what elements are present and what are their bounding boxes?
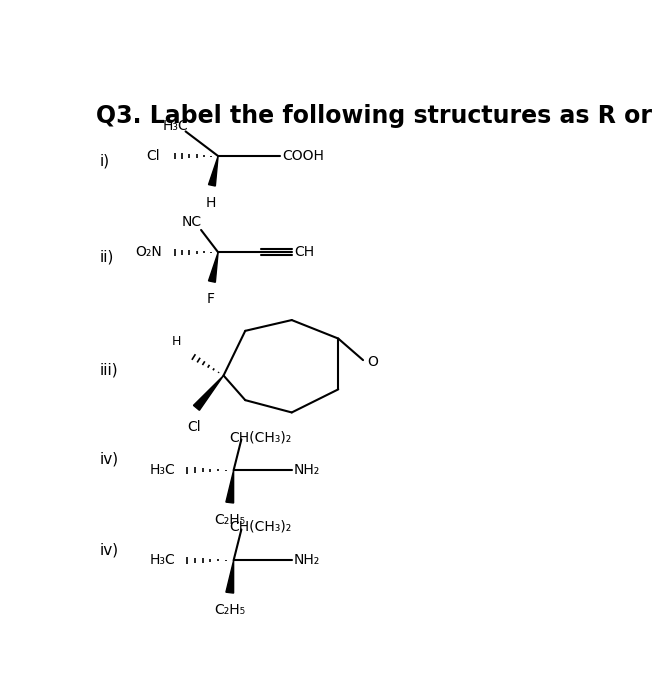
Text: O: O bbox=[367, 355, 378, 370]
Text: ii): ii) bbox=[100, 250, 114, 264]
Polygon shape bbox=[226, 560, 234, 593]
Text: H: H bbox=[172, 335, 181, 348]
Text: O₂N: O₂N bbox=[135, 245, 162, 259]
Text: CH(CH₃)₂: CH(CH₃)₂ bbox=[230, 519, 292, 534]
Text: i): i) bbox=[100, 153, 110, 168]
Text: H₃C: H₃C bbox=[150, 553, 176, 567]
Polygon shape bbox=[209, 156, 218, 186]
Text: CH: CH bbox=[294, 245, 314, 259]
Polygon shape bbox=[209, 252, 218, 282]
Text: NH₂: NH₂ bbox=[294, 463, 320, 477]
Text: C₂H₅: C₂H₅ bbox=[214, 603, 246, 618]
Text: H: H bbox=[205, 196, 216, 210]
Text: Q3. Label the following structures as R or S: Q3. Label the following structures as R … bbox=[96, 104, 660, 128]
Text: H₃C: H₃C bbox=[162, 119, 188, 133]
Text: COOH: COOH bbox=[282, 149, 324, 163]
Text: CH(CH₃)₂: CH(CH₃)₂ bbox=[230, 430, 292, 444]
Text: Cl: Cl bbox=[147, 149, 160, 163]
Text: iv): iv) bbox=[100, 451, 119, 466]
Polygon shape bbox=[193, 376, 224, 410]
Text: NH₂: NH₂ bbox=[294, 553, 320, 567]
Text: H₃C: H₃C bbox=[150, 463, 176, 477]
Text: Cl: Cl bbox=[187, 420, 201, 434]
Text: C₂H₅: C₂H₅ bbox=[214, 513, 246, 527]
Text: iv): iv) bbox=[100, 542, 119, 557]
Text: NC: NC bbox=[182, 216, 202, 229]
Text: iii): iii) bbox=[100, 363, 118, 378]
Polygon shape bbox=[226, 471, 234, 503]
Text: F: F bbox=[207, 292, 215, 306]
